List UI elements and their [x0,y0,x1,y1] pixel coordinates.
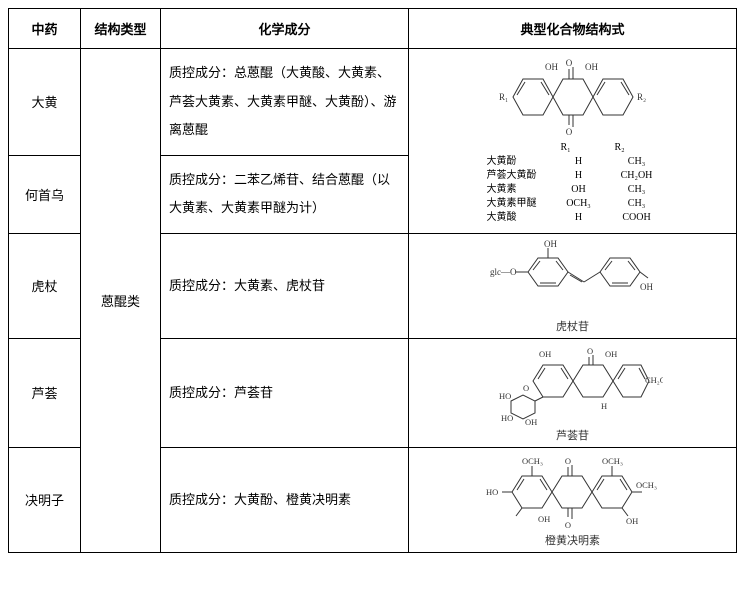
svg-text:H: H [601,401,607,411]
chemical-components: 质控成分：芦荟苷 [161,338,409,447]
svg-text:OH: OH [605,349,617,359]
svg-text:OCH₃: OCH₃ [602,456,623,466]
svg-text:O: O [587,346,593,356]
herb-name: 决明子 [9,447,81,552]
svg-text:OH: OH [545,62,558,72]
table-row: 大黄 蒽醌类 质控成分：总蒽醌（大黄酸、大黄素、芦荟大黄素、大黄素甲醚、大黄酚）… [9,49,737,156]
header-col4: 典型化合物结构式 [409,9,737,49]
structure-cell: O O OH OH R₁ R₂ R₁ R₂ [409,49,737,234]
svg-text:OH: OH [525,417,537,425]
aurantio-obtusin-structure-icon: O O OCH₃ HO OCH₃ OCH₃ OH OH [478,452,668,530]
structure-caption: 橙黄决明素 [545,532,600,548]
chemical-components: 质控成分：二苯乙烯苷、结合蒽醌（以大黄素、大黄素甲醚为计） [161,155,409,233]
svg-text:HO: HO [499,391,511,401]
header-col1: 中药 [9,9,81,49]
chemical-components: 质控成分：大黄素、虎杖苷 [161,233,409,338]
svg-text:OH: OH [538,514,550,524]
herb-name: 大黄 [9,49,81,156]
chemical-components: 质控成分：大黄酚、橙黄决明素 [161,447,409,552]
r1-header: R₁ [561,141,597,155]
svg-text:OCH₃: OCH₃ [522,456,543,466]
herb-name: 虎杖 [9,233,81,338]
svg-text:OH: OH [539,349,551,359]
herb-name: 芦荟 [9,338,81,447]
chemistry-table: 中药 结构类型 化学成分 典型化合物结构式 大黄 蒽醌类 质控成分：总蒽醌（大黄… [8,8,737,553]
anthraquinone-structure-icon: O O OH OH R₁ R₂ [483,57,663,137]
svg-text:O: O [564,520,570,530]
structure-caption: 虎杖苷 [556,318,589,334]
herb-name: 何首乌 [9,155,81,233]
svg-text:R₁: R₁ [499,92,508,102]
header-col3: 化学成分 [161,9,409,49]
header-col2: 结构类型 [81,9,161,49]
svg-text:glc—O: glc—O [490,267,517,277]
structure-cell: OH O OH CH₂OH H HO HO OH O 芦荟苷 [409,338,737,447]
svg-text:O: O [565,58,572,68]
svg-text:HO: HO [501,413,513,423]
structure-type: 蒽醌类 [81,49,161,553]
structure-caption: 芦荟苷 [556,427,589,443]
svg-text:O: O [523,383,529,393]
svg-text:CH₂OH: CH₂OH [645,375,663,385]
header-row: 中药 结构类型 化学成分 典型化合物结构式 [9,9,737,49]
r2-header: R₂ [615,141,659,155]
structure-cell: O O OCH₃ HO OCH₃ OCH₃ OH OH 橙黄决明素 [409,447,737,552]
aloin-structure-icon: OH O OH CH₂OH H HO HO OH O [483,343,663,425]
svg-text:OCH₃: OCH₃ [636,480,657,490]
svg-text:OH: OH [544,239,557,249]
chemical-components: 质控成分：总蒽醌（大黄酸、大黄素、芦荟大黄素、大黄素甲醚、大黄酚）、游离蒽醌 [161,49,409,156]
svg-text:O: O [564,456,570,466]
svg-text:R₂: R₂ [637,92,646,102]
svg-text:HO: HO [486,487,498,497]
svg-text:O: O [565,127,572,137]
svg-text:OH: OH [640,282,653,292]
structure-cell: OH glc—O OH 虎杖苷 [409,233,737,338]
polydatin-structure-icon: OH glc—O OH [488,238,658,316]
svg-text:OH: OH [585,62,598,72]
svg-text:OH: OH [626,516,638,526]
